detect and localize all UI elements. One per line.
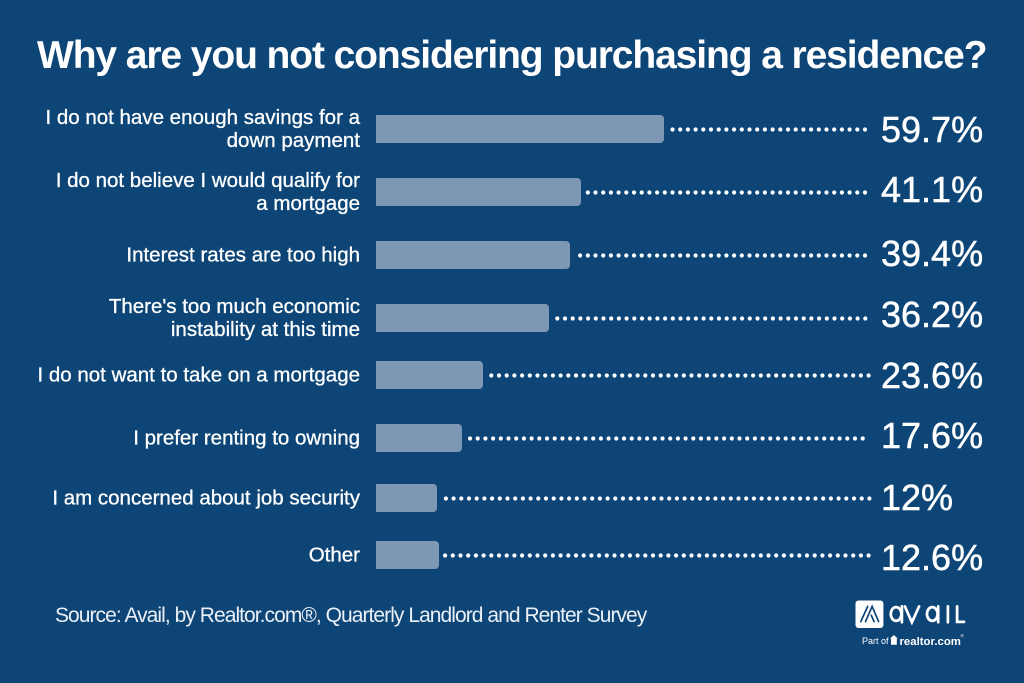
svg-text:realtor.com: realtor.com — [900, 636, 961, 648]
svg-text:Part of: Part of — [862, 636, 889, 646]
svg-text:®: ® — [961, 633, 965, 639]
